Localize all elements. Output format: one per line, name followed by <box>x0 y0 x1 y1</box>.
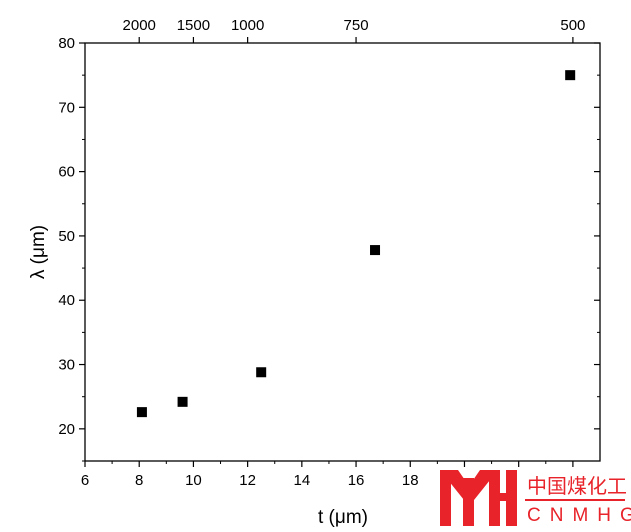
top-tick-label: 500 <box>560 17 585 34</box>
x-tick-label: 16 <box>348 472 365 489</box>
top-tick-label: 1500 <box>177 17 210 34</box>
y-tick-label: 80 <box>58 35 75 52</box>
y-tick-label: 40 <box>58 292 75 309</box>
watermark-chevron <box>440 470 498 500</box>
y-tick-label: 30 <box>58 357 75 374</box>
plot-border <box>84 42 601 462</box>
watermark-text-cn: 中国煤化工 <box>527 474 627 498</box>
top-tick-label: 1000 <box>231 17 264 34</box>
y-axis-ticks: 20 30 40 50 60 70 80 <box>58 35 600 462</box>
x-axis-title: t (μm) <box>318 507 368 528</box>
x-tick-label: 12 <box>239 472 256 489</box>
watermark-crossbar <box>489 493 517 501</box>
y-axis-title: λ (μm) <box>28 225 49 279</box>
data-point <box>177 396 188 407</box>
data-point <box>565 70 576 81</box>
watermark-logo: 中国煤化工 CNMHG <box>440 470 631 526</box>
plot-frame <box>84 42 601 462</box>
watermark-bar-1 <box>440 470 451 526</box>
y-tick-label: 50 <box>58 228 75 245</box>
watermark-text-en: CNMHG <box>527 505 631 526</box>
y-tick-label: 60 <box>58 164 75 181</box>
data-point <box>370 245 381 256</box>
data-point <box>256 367 267 378</box>
x-tick-label: 10 <box>185 472 202 489</box>
data-markers <box>136 70 576 418</box>
x-tick-label: 14 <box>293 472 310 489</box>
top-tick-label: 750 <box>344 17 369 34</box>
watermark-underline <box>525 499 625 501</box>
y-tick-label: 20 <box>58 421 75 438</box>
top-axis-ticks: 2000 1500 1000 750 500 <box>123 17 585 43</box>
y-tick-label: 70 <box>58 99 75 116</box>
x-axis-ticks: 6 8 10 12 14 16 18 <box>81 461 574 489</box>
data-point <box>136 407 147 418</box>
watermark-bar-2 <box>463 478 474 526</box>
x-tick-label: 6 <box>81 472 89 489</box>
top-tick-label: 2000 <box>123 17 156 34</box>
x-tick-label: 18 <box>402 472 419 489</box>
x-tick-label: 8 <box>135 472 143 489</box>
